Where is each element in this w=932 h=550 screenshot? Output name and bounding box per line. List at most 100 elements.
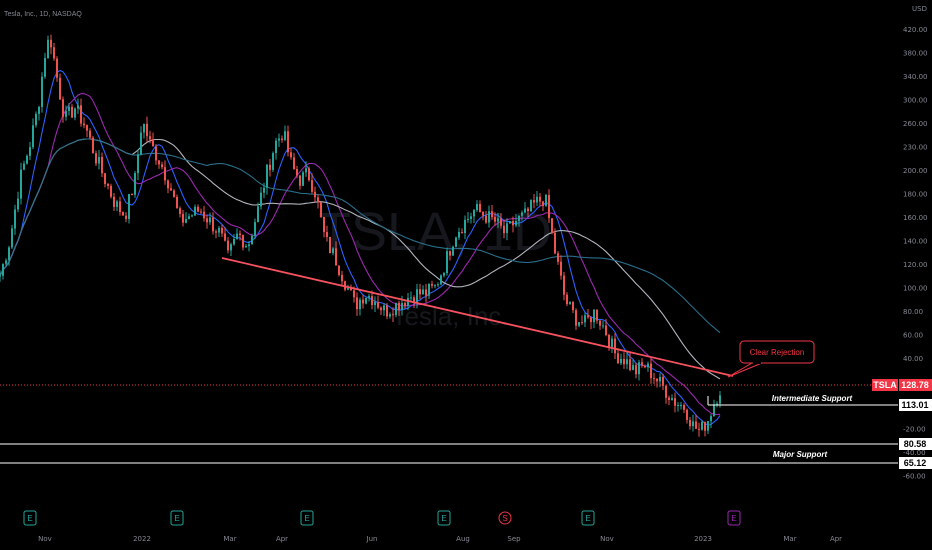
candle [35, 111, 37, 128]
candle [545, 193, 547, 207]
candle [620, 353, 622, 366]
candle [155, 144, 157, 165]
candle [521, 210, 523, 221]
svg-text:80.58: 80.58 [904, 439, 927, 449]
candle [368, 293, 370, 302]
candle [221, 224, 223, 237]
candle [656, 377, 658, 388]
candle [515, 213, 517, 228]
candle [566, 292, 568, 307]
price-scale-label: -60.00 [903, 473, 926, 481]
price-scale-label: 200.00 [903, 167, 928, 175]
price-tag-last: TSLA 128.78 [872, 379, 932, 391]
candle [686, 408, 688, 424]
earnings-event-icon[interactable]: E [300, 510, 314, 526]
candle [452, 245, 454, 257]
svg-text:E: E [731, 514, 736, 523]
candle [398, 300, 400, 317]
candle [197, 204, 199, 213]
ma-long-line [0, 138, 721, 334]
candle [713, 399, 715, 417]
earnings-event-icon[interactable]: E [727, 510, 741, 526]
earnings-event-icon[interactable]: E [23, 510, 37, 526]
candle [164, 160, 166, 185]
candle [692, 414, 694, 432]
candle [260, 187, 262, 210]
candle [170, 183, 172, 191]
candle [569, 301, 571, 305]
price-tag-65: 65.12 [899, 457, 932, 469]
candle [527, 207, 529, 217]
candle [194, 204, 196, 217]
price-scale-label: 120.00 [903, 261, 928, 269]
candle [695, 414, 697, 430]
candle [59, 73, 61, 101]
last-price-tag: 128.78 [901, 380, 929, 390]
candle [662, 373, 664, 391]
candle [200, 208, 202, 215]
candle [707, 420, 709, 435]
price-tag-80: 80.58 [899, 438, 932, 450]
candle [71, 104, 73, 119]
clear-rejection-callout[interactable]: Clear Rejection [727, 340, 815, 378]
candle [62, 96, 64, 123]
candle [332, 247, 334, 256]
candle [203, 205, 205, 222]
candle [422, 285, 424, 295]
candle [389, 312, 391, 319]
candle [2, 263, 4, 280]
candle [494, 212, 496, 226]
candle [530, 199, 532, 213]
time-label: Mar [223, 535, 236, 543]
candle [683, 403, 685, 413]
price-scale-label: 180.00 [903, 191, 928, 199]
candle [542, 200, 544, 212]
earnings-event-icon[interactable]: E [581, 510, 595, 526]
split-event-icon[interactable]: S [498, 511, 512, 525]
time-label: Aug [456, 535, 470, 543]
candle [248, 241, 250, 252]
candle [404, 301, 406, 309]
candle [158, 159, 160, 169]
earnings-event-icon[interactable]: E [437, 510, 451, 526]
downtrend-line[interactable] [221, 257, 734, 377]
svg-text:E: E [585, 514, 590, 523]
candle [86, 124, 88, 138]
candle [317, 194, 319, 209]
candle [539, 192, 541, 207]
candle [95, 150, 97, 166]
candle [110, 183, 112, 199]
price-scale-label: 140.00 [903, 238, 928, 246]
candle [296, 165, 298, 179]
candle [68, 103, 70, 116]
candle [497, 212, 499, 229]
candle [506, 218, 508, 241]
candle [152, 132, 154, 147]
price-scale-label: 40.00 [903, 355, 923, 363]
candle [548, 189, 550, 224]
ticker-tag: TSLA [873, 380, 897, 390]
candle [638, 359, 640, 381]
candle [212, 212, 214, 235]
candle [53, 42, 55, 61]
major-support-label: Major Support [773, 450, 828, 459]
candle [614, 333, 616, 360]
candle [32, 118, 34, 150]
candle [290, 148, 292, 160]
candle [464, 215, 466, 240]
candle [14, 204, 16, 235]
time-label: Apr [830, 535, 842, 543]
candle [593, 309, 595, 329]
candle [98, 149, 100, 170]
time-axis[interactable]: Nov 2022 Mar Apr Jun Aug Sep Nov 2023 Mar Apr [0, 530, 898, 550]
candle [299, 174, 301, 190]
price-scale-label: 60.00 [903, 332, 923, 340]
candle [338, 265, 340, 277]
earnings-event-icon[interactable]: E [170, 510, 184, 526]
candle [308, 166, 310, 182]
ma-fast-line [0, 69, 721, 426]
candle [701, 420, 703, 431]
candle [224, 227, 226, 242]
